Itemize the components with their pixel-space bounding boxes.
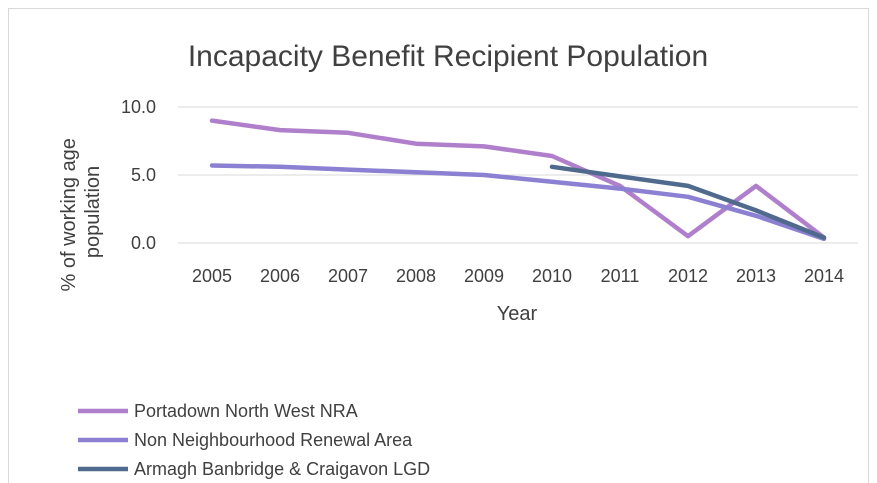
x-tick-label: 2013 <box>736 266 776 286</box>
x-tick-label: 2011 <box>601 266 640 286</box>
y-axis-title-line-1: % of working age <box>58 138 80 291</box>
legend-label: Portadown North West NRA <box>134 401 358 421</box>
y-axis-ticks: 0.0 5.0 10.0 <box>121 97 156 253</box>
x-tick-label: 2007 <box>328 266 368 286</box>
chart-frame <box>8 8 869 483</box>
x-tick-label: 2005 <box>192 266 232 286</box>
series-line-1 <box>209 163 827 242</box>
legend-label: Non Neighbourhood Renewal Area <box>134 430 413 450</box>
x-tick-label: 2009 <box>464 266 504 286</box>
x-tick-label: 2014 <box>804 266 844 286</box>
gridlines <box>178 106 858 244</box>
y-axis-title: % of working age population <box>58 133 104 292</box>
series-line-0 <box>209 118 827 240</box>
x-tick-label: 2006 <box>260 266 300 286</box>
x-tick-label: 2010 <box>532 266 572 286</box>
y-axis-title-line-2: population <box>82 166 104 258</box>
series-line-2 <box>549 164 827 240</box>
chart-title: Incapacity Benefit Recipient Population <box>188 40 708 73</box>
y-tick-label: 5.0 <box>131 165 156 185</box>
y-tick-label: 10.0 <box>121 97 156 117</box>
y-tick-label: 0.0 <box>131 233 156 253</box>
series-lines <box>209 118 827 242</box>
legend-label: Armagh Banbridge & Craigavon LGD <box>134 459 430 479</box>
x-axis-title: Year <box>497 303 538 325</box>
legend: Portadown North West NRA Non Neighbourhoo… <box>78 401 430 479</box>
x-tick-label: 2012 <box>668 266 708 286</box>
x-axis-ticks: 2005 2006 2007 2008 2009 2010 2011 2012 2013 2014 <box>192 266 844 286</box>
x-tick-label: 2008 <box>396 266 436 286</box>
